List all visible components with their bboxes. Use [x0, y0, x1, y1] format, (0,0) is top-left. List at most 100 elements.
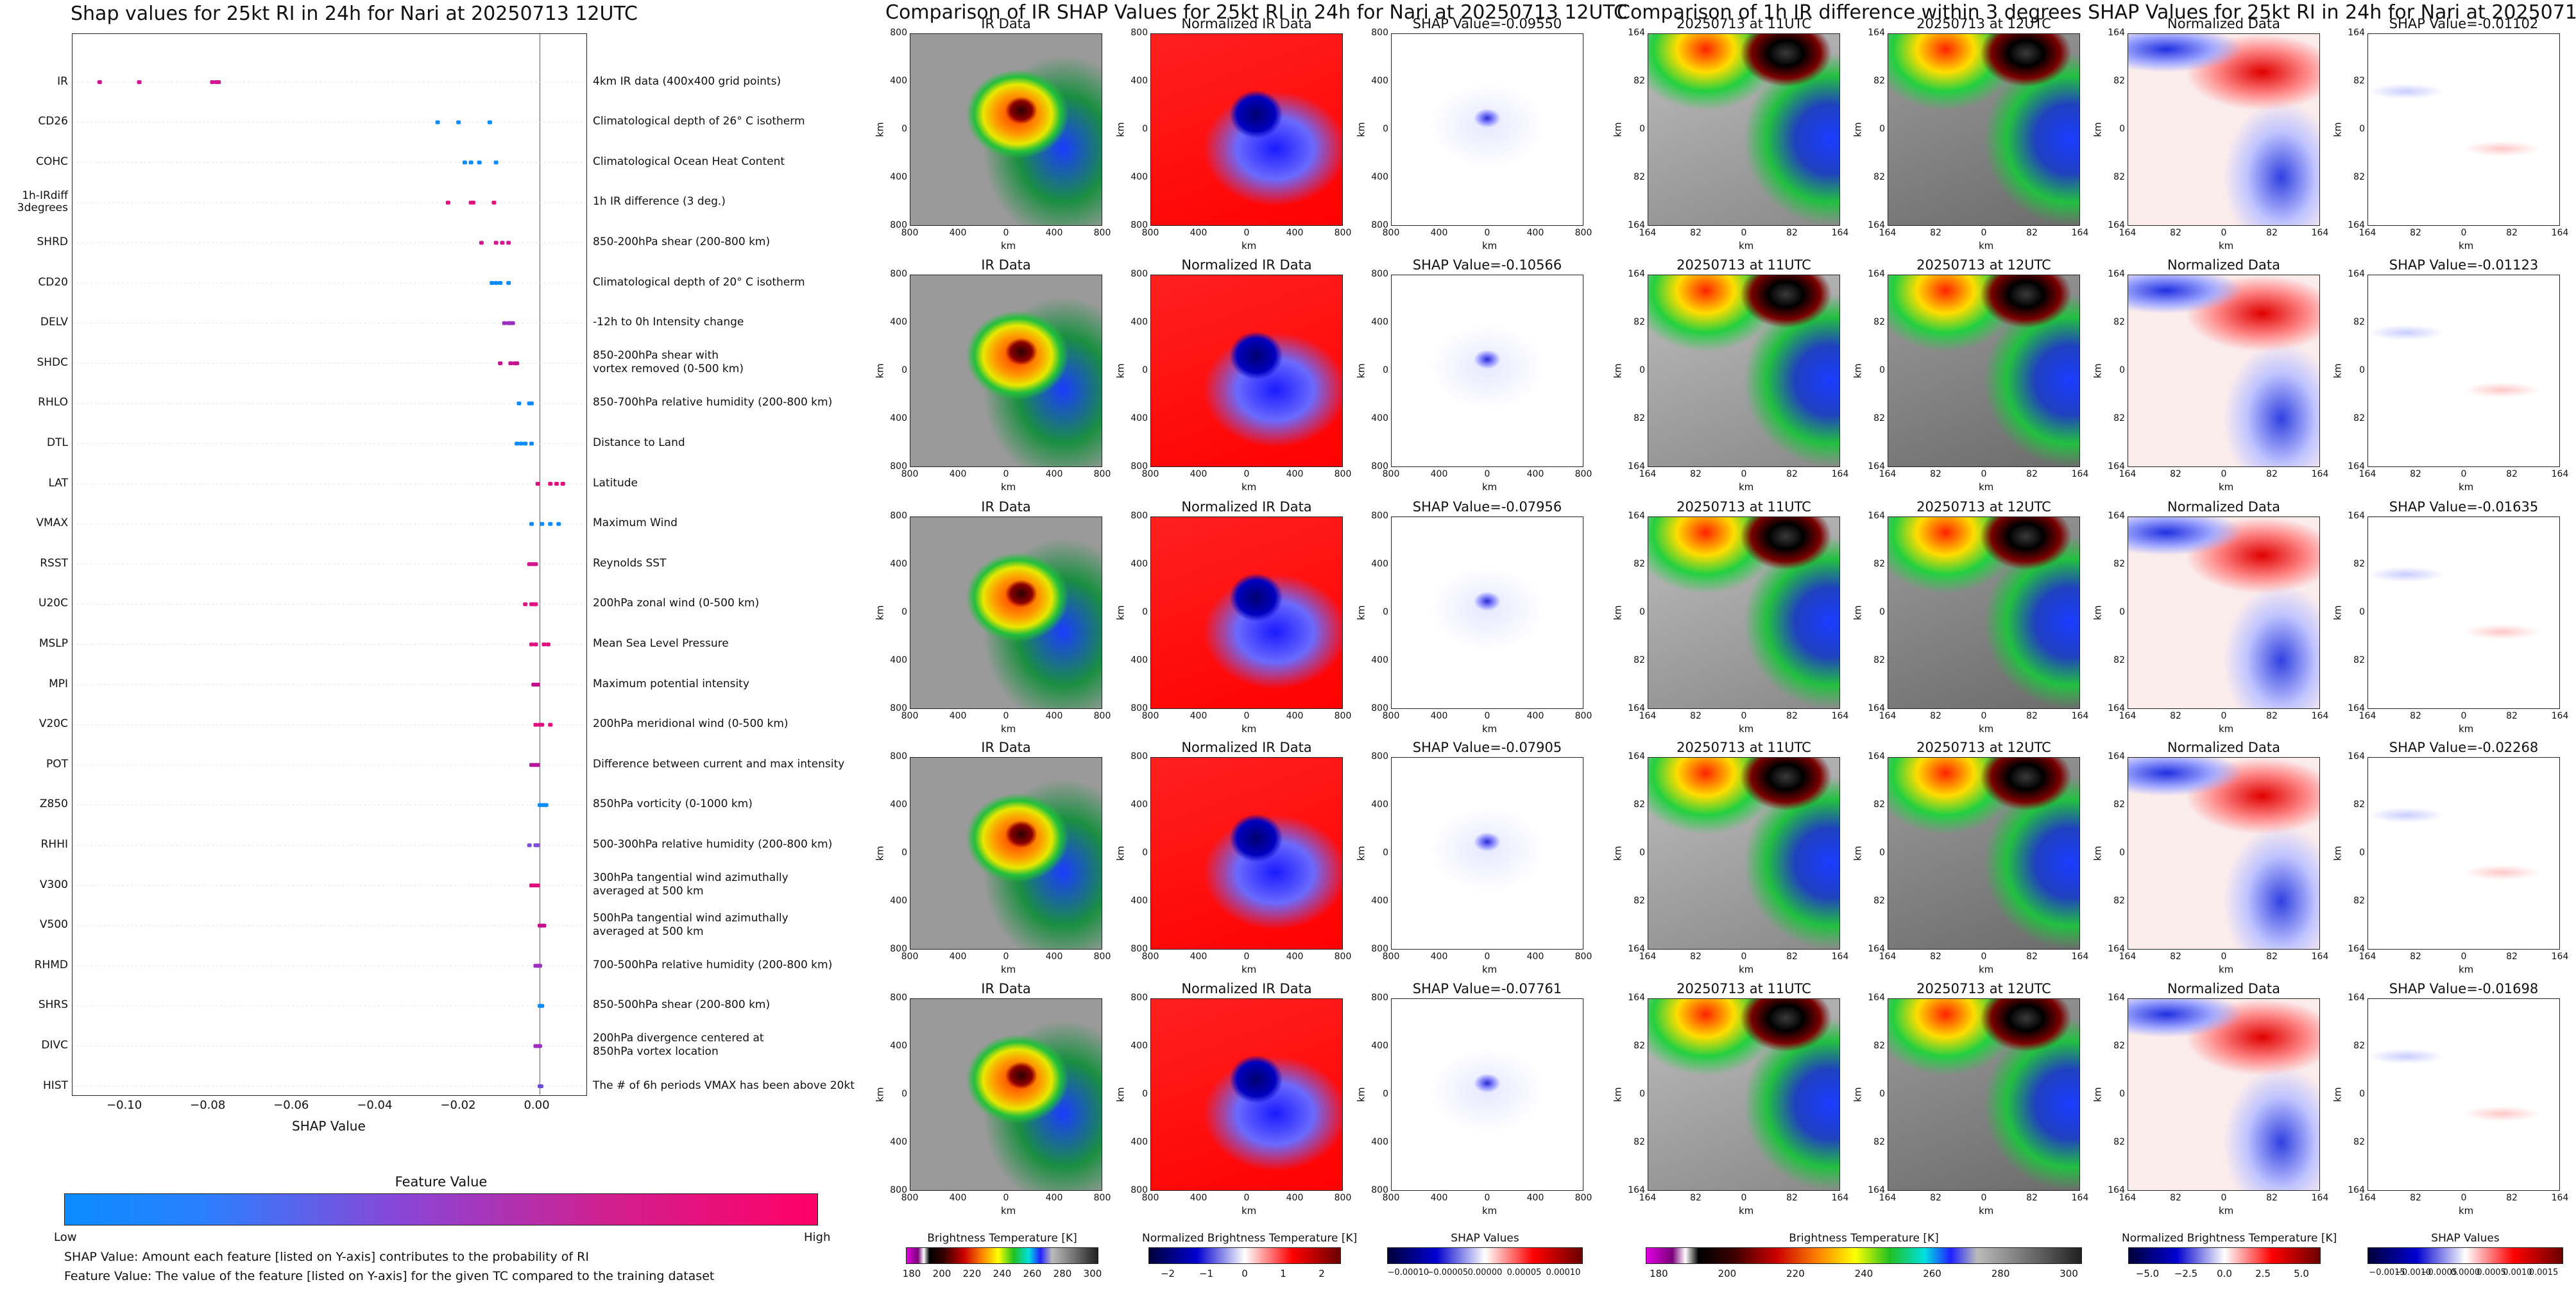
colorbar-tick: 2	[1318, 1268, 1325, 1279]
x-axis-label: km	[1241, 481, 1257, 493]
colorbar-tick: −1	[1198, 1268, 1214, 1279]
shap-point	[529, 401, 534, 405]
x-tick: 800	[1093, 469, 1111, 479]
y-axis-label: km	[1612, 605, 1624, 620]
y-tick: 164	[2348, 703, 2365, 713]
x-tick: 800	[1093, 711, 1111, 721]
x-tick: 400	[1045, 711, 1063, 721]
shap-point	[518, 441, 524, 446]
panel-title: Normalized IR Data	[1181, 16, 1312, 31]
x-tick: 800	[901, 952, 919, 962]
colorbar-tick: 0.0	[2217, 1268, 2232, 1279]
y-axis-label: km	[1852, 122, 1864, 137]
feature-description-label: Climatological Ocean Heat Content	[593, 155, 785, 168]
colorbar-tick: 220	[1786, 1268, 1805, 1279]
x-tick: 400	[1190, 1193, 1207, 1203]
y-axis-label: km	[2332, 846, 2344, 861]
y-tick: 400	[1130, 317, 1148, 327]
x-tick: 400	[1430, 228, 1448, 238]
x-tick: 0	[1484, 952, 1490, 962]
y-tick: 164	[1868, 993, 1885, 1003]
y-tick: 0	[2119, 1089, 2125, 1099]
x-tick: 164	[1831, 711, 1849, 721]
heatmap-panel	[910, 33, 1102, 226]
feature-description-label: 4km IR data (400x400 grid points)	[593, 74, 781, 88]
colorbar-tick: 180	[902, 1268, 921, 1279]
y-tick: 0	[1142, 607, 1148, 617]
heatmap-panel	[2128, 33, 2320, 226]
colorbar	[1387, 1247, 1583, 1264]
y-tick: 164	[1868, 511, 1885, 521]
panel-title: Normalized IR Data	[1181, 499, 1312, 515]
y-axis-label: km	[874, 122, 886, 137]
feature-code-label: LAT	[48, 476, 68, 490]
feature-code-label: DTL	[47, 436, 68, 449]
y-axis-label: km	[874, 605, 886, 620]
x-tick: 800	[1574, 469, 1592, 479]
panel-title: Normalized IR Data	[1181, 981, 1312, 996]
y-tick: 400	[890, 76, 907, 86]
y-tick: 0	[1142, 1089, 1148, 1099]
beeswarm-x-tick: −0.02	[440, 1098, 476, 1112]
x-tick: 164	[2071, 711, 2089, 721]
y-tick: 400	[1130, 76, 1148, 86]
y-tick: 400	[1130, 1041, 1148, 1051]
y-tick: 0	[1383, 607, 1388, 617]
x-tick: 400	[949, 228, 967, 238]
x-tick: 82	[1690, 952, 1702, 962]
y-tick: 0	[1639, 848, 1645, 858]
y-tick: 0	[2119, 607, 2125, 617]
x-axis-label: km	[1482, 723, 1497, 735]
x-tick: 0	[1981, 228, 1987, 238]
y-tick: 82	[2113, 1137, 2125, 1147]
colorbar-tick: 300	[2060, 1268, 2078, 1279]
x-tick: 800	[901, 711, 919, 721]
x-tick: 400	[1430, 952, 1448, 962]
heatmap-panel	[1150, 757, 1343, 950]
y-tick: 82	[1633, 76, 1645, 86]
y-tick: 82	[1633, 1041, 1645, 1051]
x-tick: 82	[2266, 469, 2278, 479]
x-tick: 800	[1382, 952, 1400, 962]
y-tick: 400	[890, 655, 907, 665]
feature-code-label: COHC	[36, 155, 68, 168]
panel-title: SHAP Value=-0.01102	[2389, 16, 2539, 31]
y-tick: 400	[890, 172, 907, 182]
x-tick: 164	[1879, 952, 1897, 962]
feature-description-label: 200hPa zonal wind (0-500 km)	[593, 597, 760, 610]
x-tick: 164	[2358, 469, 2376, 479]
y-axis-label: km	[2092, 846, 2104, 861]
panel-title: 20250713 at 11UTC	[1676, 257, 1811, 273]
feature-description-label: 850-500hPa shear (200-800 km)	[593, 998, 771, 1012]
x-tick: 400	[1430, 1193, 1448, 1203]
beeswarm-x-label: SHAP Value	[292, 1118, 366, 1134]
colorbar-tick: −2.5	[2174, 1268, 2198, 1279]
x-tick: 164	[2071, 952, 2089, 962]
x-tick: 800	[1334, 952, 1352, 962]
x-axis-label: km	[2219, 481, 2234, 493]
x-tick: 82	[1786, 469, 1798, 479]
x-tick: 82	[2506, 1193, 2518, 1203]
feature-description-label: 1h IR difference (3 deg.)	[593, 195, 726, 209]
panel-title: Normalized IR Data	[1181, 257, 1312, 273]
x-tick: 800	[1574, 711, 1592, 721]
y-tick: 164	[2348, 751, 2365, 762]
feature-description-label: Maximum Wind	[593, 516, 678, 530]
y-tick: 82	[2353, 559, 2365, 569]
shap-point	[548, 522, 553, 526]
y-tick: 82	[2353, 1137, 2365, 1147]
y-tick: 0	[2359, 124, 2365, 134]
y-tick: 800	[1130, 993, 1148, 1003]
x-tick: 400	[1526, 1193, 1544, 1203]
x-tick: 164	[2119, 469, 2137, 479]
colorbar-tick: 200	[1718, 1268, 1737, 1279]
x-tick: 400	[1430, 711, 1448, 721]
y-tick: 800	[1371, 751, 1388, 762]
y-tick: 800	[1130, 703, 1148, 713]
shap-point	[533, 562, 538, 567]
x-tick: 164	[2119, 1193, 2137, 1203]
shap-point	[516, 401, 522, 405]
shap-point	[545, 642, 550, 647]
y-tick: 164	[1868, 28, 1885, 38]
shap-point	[523, 441, 528, 446]
